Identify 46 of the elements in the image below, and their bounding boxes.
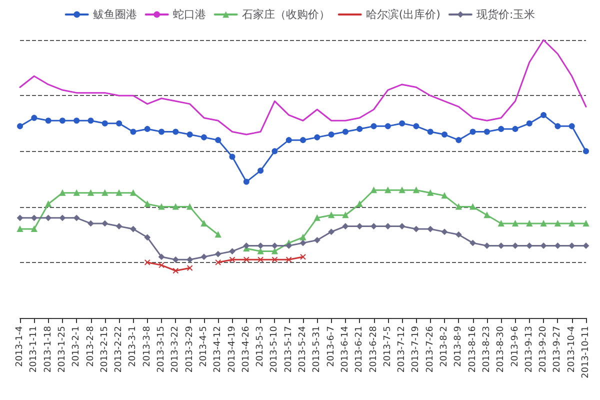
x-tick-label: 2013-1-25 (57, 326, 68, 373)
x-tick-label: 2013-2-15 (100, 326, 110, 373)
legend-label: 石家庄（收购价） (242, 8, 330, 21)
x-tick-label: 2013-5-17 (284, 326, 294, 373)
x-tick-label: 2013-9-13 (524, 326, 534, 373)
x-tick-label: 2013-4-12 (213, 326, 224, 373)
x-tick-label: 2013-6-21 (354, 326, 365, 373)
x-tick-label: 2013-5-3 (256, 326, 266, 367)
x-tick-label: 2013-4-19 (227, 326, 238, 373)
x-tick-label: 2013-3-22 (170, 326, 181, 373)
x-tick-label: 2013-8-16 (468, 326, 478, 373)
x-tick-label: 2013-4-5 (198, 326, 209, 367)
x-tick-label: 2013-3-29 (184, 326, 195, 373)
x-tick-label: 2013-6-14 (340, 326, 350, 373)
x-tick-label: 2013-5-10 (270, 326, 280, 373)
x-tick-label: 2013-3-1 (128, 326, 138, 367)
x-tick-label: 2013-5-24 (298, 326, 308, 373)
x-tick-label: 2013-5-31 (312, 326, 322, 373)
x-tick-label: 2013-8-9 (454, 326, 464, 367)
x-tick-label: 2013-1-11 (29, 326, 40, 373)
x-tick-label: 2013-9-20 (538, 326, 549, 373)
x-tick-label: 2013-8-30 (496, 326, 506, 373)
x-tick-label: 2013-3-15 (156, 326, 166, 373)
x-tick-label: 2013-1-4 (15, 326, 25, 367)
x-tick-label: 2013-10-4 (566, 326, 577, 373)
x-tick-label: 2013-7-12 (397, 326, 408, 373)
x-tick-label: 2013-2-1 (72, 326, 82, 367)
legend-label: 鲅鱼圈港 (92, 8, 137, 21)
x-tick-label: 2013-7-19 (411, 326, 422, 373)
x-tick-label: 2013-2-22 (114, 326, 124, 373)
legend-label: 现货价:玉米 (476, 8, 536, 21)
legend-label: 哈尔滨(出库价) (366, 8, 440, 21)
x-tick-label: 2013-4-26 (241, 326, 252, 373)
x-tick-label: 2013-9-27 (552, 326, 563, 373)
x-tick-label: 2013-8-2 (440, 326, 450, 367)
legend-label: 蛇口港 (172, 8, 206, 21)
x-tick-label: 2013-7-26 (425, 326, 436, 373)
x-tick-label: 2013-3-8 (142, 326, 152, 367)
x-tick-label: 2013-7-5 (382, 326, 393, 367)
x-tick-label: 2013-9-6 (510, 326, 520, 367)
x-tick-label: 2013-1-18 (43, 326, 54, 373)
x-tick-label: 2013-10-11 (581, 326, 591, 378)
x-tick-label: 2013-8-23 (482, 326, 492, 373)
x-tick-label: 2013-6-28 (368, 326, 379, 373)
x-tick-label: 2013-6-7 (326, 326, 336, 367)
x-tick-label: 2013-2-8 (86, 326, 96, 367)
